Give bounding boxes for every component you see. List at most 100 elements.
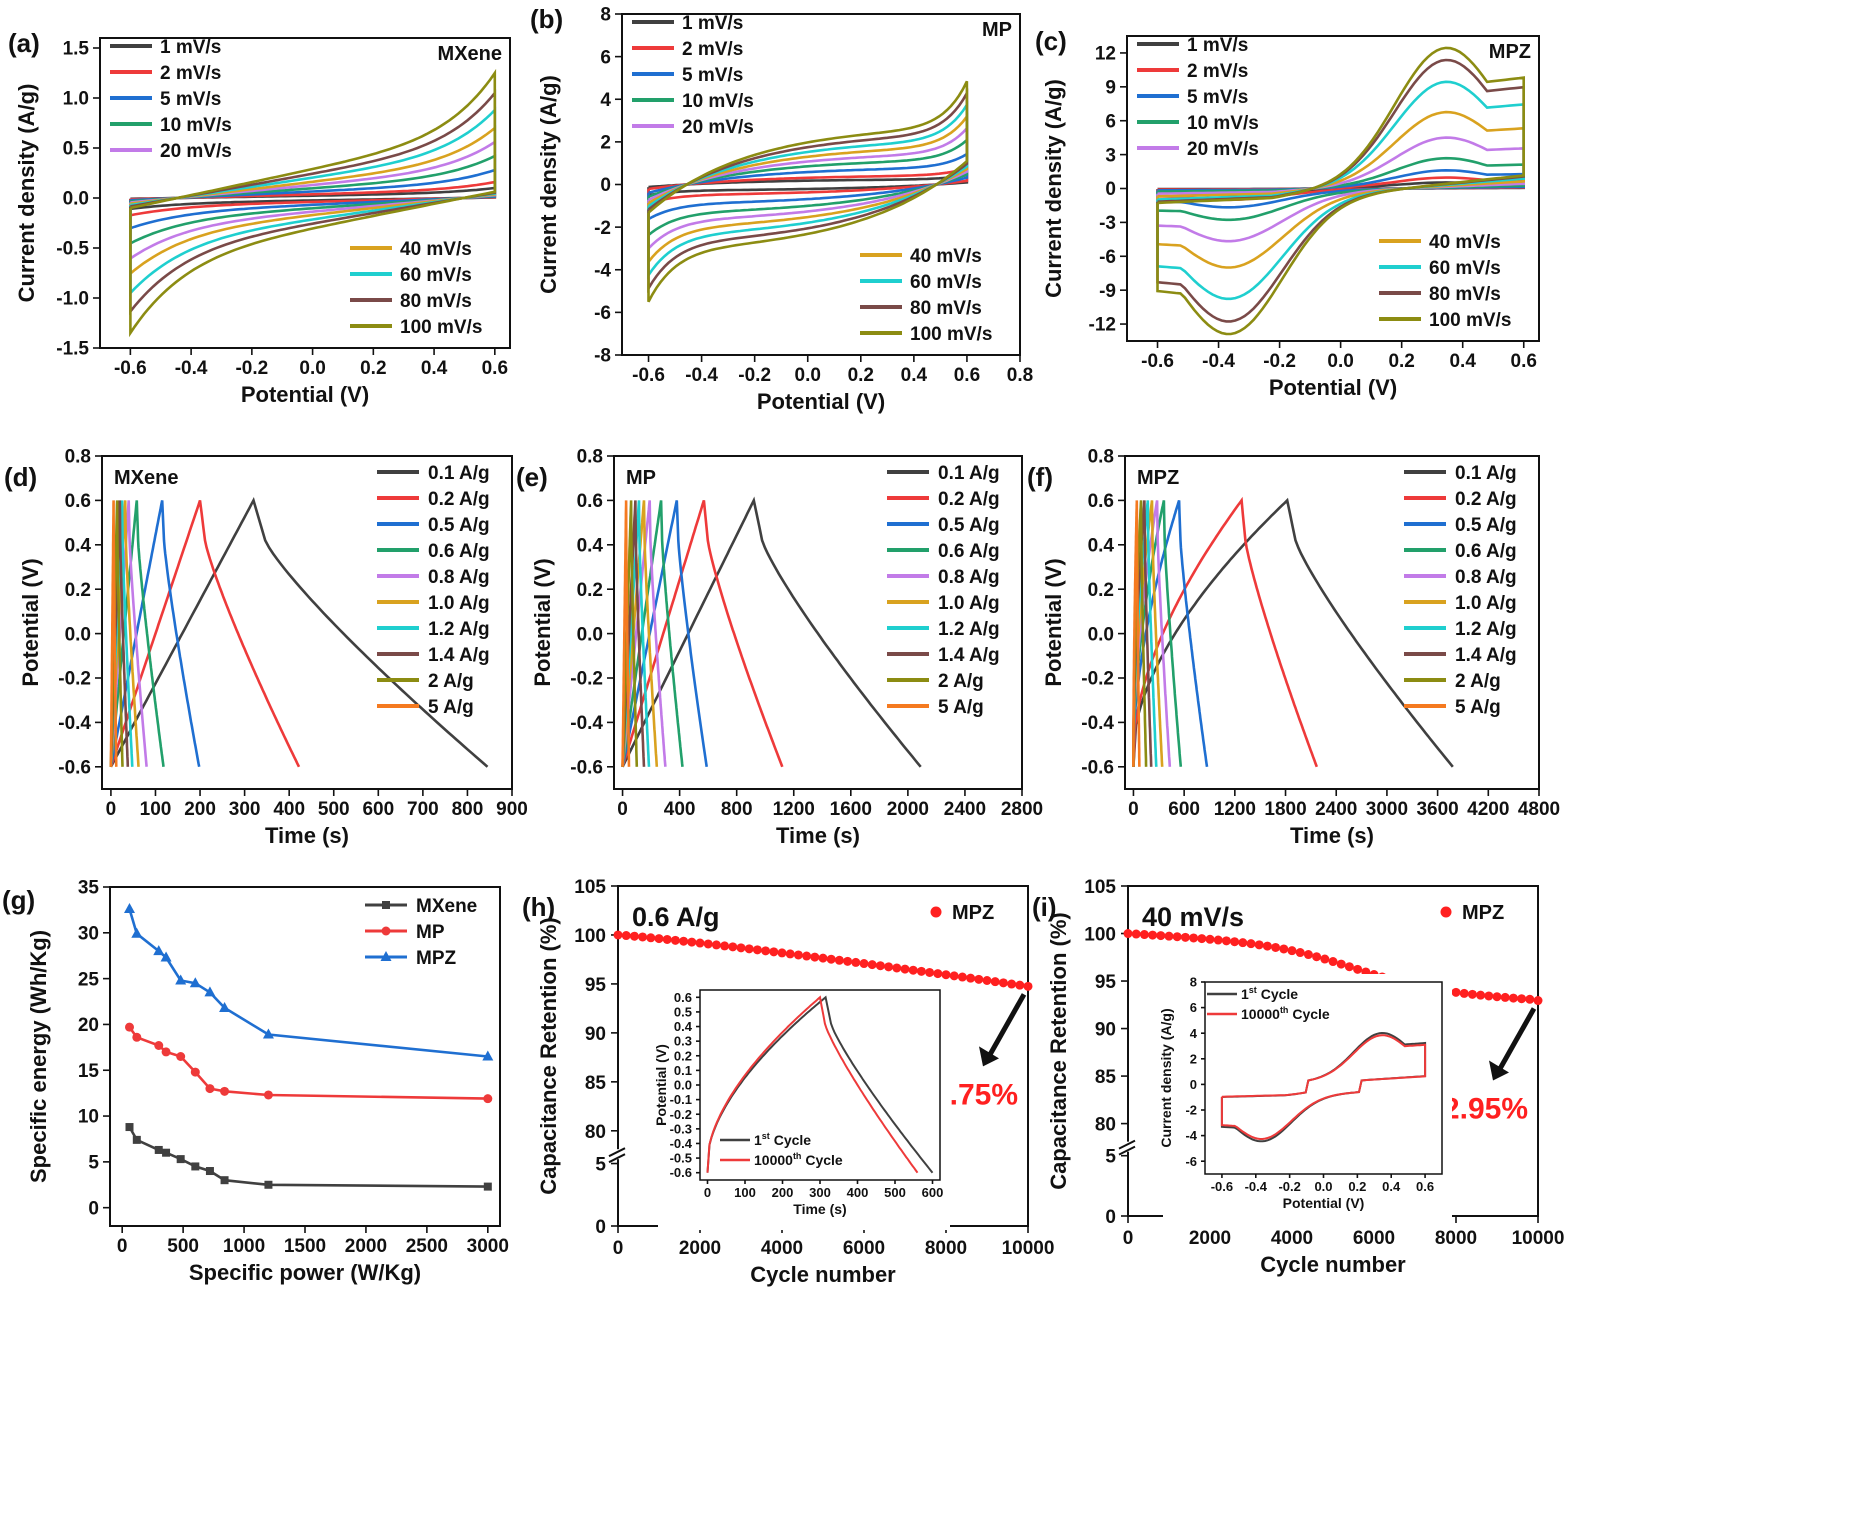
ragone-point (205, 1167, 214, 1176)
retention-point (1271, 942, 1281, 952)
retention-point (1303, 950, 1313, 960)
plot-frame (1124, 455, 1540, 790)
legend-label: 0.8 A/g (428, 567, 490, 588)
x-tick-label: 0 (117, 1236, 128, 1257)
legend-label: 60 mV/s (1429, 258, 1501, 279)
retention-point (998, 978, 1008, 988)
x-tick-label: 700 (407, 799, 439, 820)
retention-point (1164, 931, 1174, 941)
legend-label: MPZ (1462, 902, 1504, 924)
y-axis-label: Potential (V) (653, 1044, 669, 1126)
y-tick-label: 85 (1095, 1067, 1117, 1088)
panel-label: (a) (8, 28, 40, 58)
retention-point (1492, 992, 1502, 1002)
retention-point (1320, 954, 1330, 964)
x-axis-label: Cycle number (1260, 1252, 1406, 1277)
cv-series-40mVs (647, 112, 969, 266)
x-axis-label: Potential (V) (757, 389, 885, 414)
ragone-point (176, 1052, 186, 1061)
inset-legend-number: 10000 (754, 1152, 793, 1168)
inset-background (658, 982, 950, 1230)
x-tick-label: 10000 (1002, 1238, 1055, 1259)
x-tick-label: 1200 (773, 799, 815, 820)
legend-label: 2 A/g (938, 671, 984, 692)
legend-label: 20 mV/s (682, 117, 754, 138)
cv-series-40mVs (1156, 110, 1525, 269)
ragone-point (131, 927, 143, 938)
legend-label: 1.4 A/g (428, 645, 490, 666)
inset-legend-cycle: Cycle (1257, 986, 1298, 1002)
axis-break-gap (610, 1149, 626, 1160)
retention-point (990, 977, 1000, 987)
gcd-series (1132, 500, 1141, 767)
y-tick-label: 90 (585, 1024, 606, 1045)
legend-label: 2 mV/s (160, 63, 221, 84)
retention-point (1287, 946, 1297, 956)
y-tick-label: 0.6 (65, 491, 91, 512)
y-tick-label: 0.1 (674, 1063, 692, 1078)
retention-point (1517, 994, 1527, 1004)
x-tick-label: 800 (452, 799, 484, 820)
y-tick-label: 35 (78, 878, 100, 899)
retention-point (834, 955, 844, 965)
condition-annotation: 40 mV/s (1142, 902, 1244, 932)
x-tick-label: 500 (318, 799, 350, 820)
x-tick-label: -0.6 (114, 358, 147, 379)
x-axis-label: Specific power (W/Kg) (189, 1260, 421, 1285)
y-axis-label: Capacitance Retention (%) (1046, 912, 1071, 1190)
x-tick-label: 1000 (223, 1236, 265, 1257)
y-tick-label: -0.5 (670, 1151, 692, 1166)
retention-point (695, 938, 705, 948)
inset-legend-number: 1 (1241, 986, 1249, 1002)
y-tick-label: 95 (1095, 972, 1117, 993)
y-tick-label: 25 (78, 969, 100, 990)
x-tick-label: -0.2 (235, 358, 268, 379)
y-tick-label: -4 (1185, 1128, 1197, 1143)
legend-label: 10 mV/s (160, 115, 232, 136)
x-tick-label: 0.6 (954, 365, 980, 386)
y-tick-label: 8 (1190, 975, 1197, 990)
retention-point (769, 947, 779, 957)
ragone-point (160, 951, 172, 962)
y-tick-label: -0.4 (670, 1136, 693, 1151)
retention-point (703, 939, 713, 949)
retention-point (933, 969, 943, 979)
legend-label: 40 mV/s (910, 246, 982, 267)
retention-point (1180, 932, 1190, 942)
retention-point (1172, 932, 1182, 942)
retention-point (785, 949, 795, 959)
x-tick-label: 2000 (345, 1236, 387, 1257)
retention-point (1156, 931, 1166, 941)
y-tick-label: 30 (78, 923, 99, 944)
y-tick-label: 2 (1190, 1051, 1197, 1066)
retention-point (1139, 930, 1149, 940)
x-tick-label: 0.4 (421, 358, 448, 379)
x-tick-label: 300 (809, 1185, 831, 1200)
x-axis-label: Potential (V) (1269, 375, 1397, 400)
y-tick-label: -0.4 (570, 713, 603, 734)
x-tick-label: 0.2 (1348, 1179, 1366, 1194)
y-axis-label: Potential (V) (530, 558, 555, 686)
inset-series (706, 995, 934, 1174)
retention-point (875, 961, 885, 971)
x-tick-label: -0.4 (685, 365, 718, 386)
retention-point (744, 944, 754, 954)
y-axis-label: Current density (A/g) (14, 84, 39, 303)
plot-frame (613, 455, 1023, 790)
x-tick-label: 600 (1168, 799, 1200, 820)
retention-point (777, 948, 787, 958)
retention-point (679, 936, 689, 946)
panel-label: (c) (1035, 26, 1067, 56)
y-tick-label: -0.6 (1081, 757, 1114, 778)
retention-point (1023, 981, 1033, 991)
arrow-shaft (1496, 1007, 1537, 1072)
x-tick-label: 0 (704, 1185, 711, 1200)
cv-series-100mVs (129, 68, 497, 338)
x-tick-label: 0.6 (1416, 1179, 1434, 1194)
cv-series-1mVs (647, 173, 969, 197)
x-tick-label: 3000 (467, 1236, 509, 1257)
retention-point (1451, 987, 1461, 997)
x-tick-label: 400 (664, 799, 696, 820)
retention-point (1007, 979, 1017, 989)
gcd-series (621, 500, 667, 767)
